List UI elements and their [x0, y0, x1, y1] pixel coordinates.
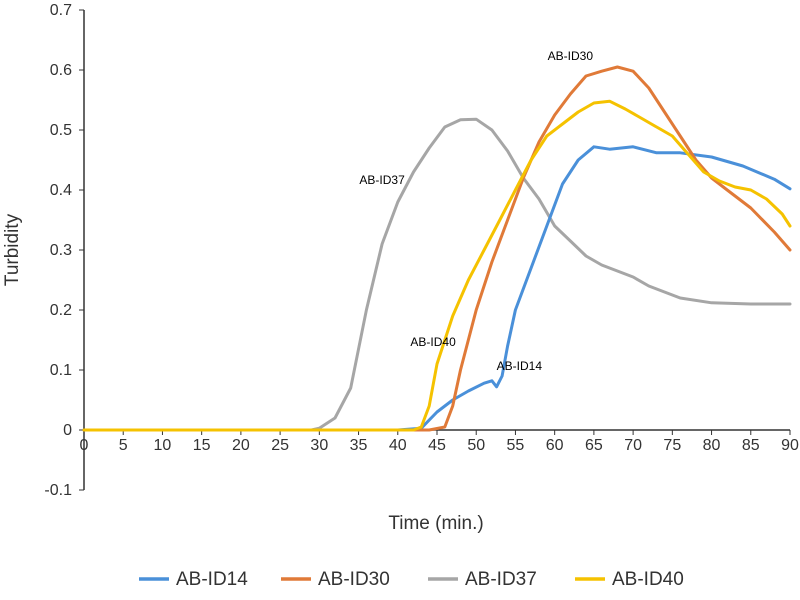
x-tick-label: 0	[80, 437, 89, 454]
x-tick-label: 75	[663, 437, 681, 454]
x-tick-label: 50	[467, 437, 485, 454]
series-line-ab-id37	[84, 119, 790, 430]
x-tick-label: 55	[507, 437, 525, 454]
x-tick-label: 65	[585, 437, 603, 454]
y-tick-label: 0.6	[50, 62, 72, 79]
y-tick-label: 0.1	[50, 362, 72, 379]
series-line-ab-id40	[84, 101, 790, 430]
y-tick-label: -0.1	[44, 482, 72, 499]
y-axis-title: Turbidity	[2, 213, 23, 286]
x-tick-label: 45	[428, 437, 446, 454]
x-tick-label: 20	[232, 437, 250, 454]
x-tick-label: 5	[119, 437, 128, 454]
series-line-ab-id14	[84, 147, 790, 430]
x-tick-label: 15	[193, 437, 211, 454]
series-annotation: AB-ID37	[359, 173, 405, 187]
x-tick-label: 70	[624, 437, 642, 454]
y-axis: 0.7 0.6 0.5 0.4 0.3 0.2 0.1 0 -0.1	[44, 2, 84, 499]
x-tick-label: 35	[350, 437, 368, 454]
x-tick-label: 40	[389, 437, 407, 454]
x-tick-label: 25	[271, 437, 289, 454]
legend-label: AB-ID14	[176, 569, 248, 590]
y-tick-label: 0.7	[50, 2, 72, 19]
series-annotation: AB-ID14	[497, 359, 543, 373]
y-tick-label: 0.5	[50, 122, 72, 139]
legend-item: AB-ID14	[139, 569, 248, 590]
x-tick-label: 90	[781, 437, 799, 454]
series-annotation: AB-ID40	[410, 335, 456, 349]
legend-label: AB-ID40	[612, 569, 684, 590]
y-tick-label: 0	[63, 422, 72, 439]
y-tick-label: 0.2	[50, 302, 72, 319]
x-tick-label: 80	[703, 437, 721, 454]
legend-label: AB-ID37	[465, 569, 537, 590]
series-line-ab-id30	[84, 67, 790, 430]
legend-item: AB-ID30	[281, 569, 390, 590]
x-tick-label: 30	[310, 437, 328, 454]
x-tick-label: 10	[154, 437, 172, 454]
series-annotation: AB-ID30	[548, 49, 594, 63]
y-tick-label: 0.4	[50, 182, 72, 199]
x-tick-label: 60	[546, 437, 564, 454]
x-axis-title: Time (min.)	[388, 513, 483, 534]
line-chart: 0.7 0.6 0.5 0.4 0.3 0.2 0.1 0 -0.1 0 5 10 15 20 25 30 3…	[0, 0, 800, 600]
x-tick-label: 85	[742, 437, 760, 454]
legend-item: AB-ID37	[428, 569, 537, 590]
chart-series	[84, 67, 790, 430]
y-tick-label: 0.3	[50, 242, 72, 259]
legend-item: AB-ID40	[575, 569, 684, 590]
chart-legend: AB-ID14 AB-ID30 AB-ID37 AB-ID40	[139, 569, 684, 590]
x-axis: 0 5 10 15 20 25 30 35 40 45 50 55 60 65 70 75 80 85 90	[80, 430, 799, 454]
legend-label: AB-ID30	[318, 569, 390, 590]
